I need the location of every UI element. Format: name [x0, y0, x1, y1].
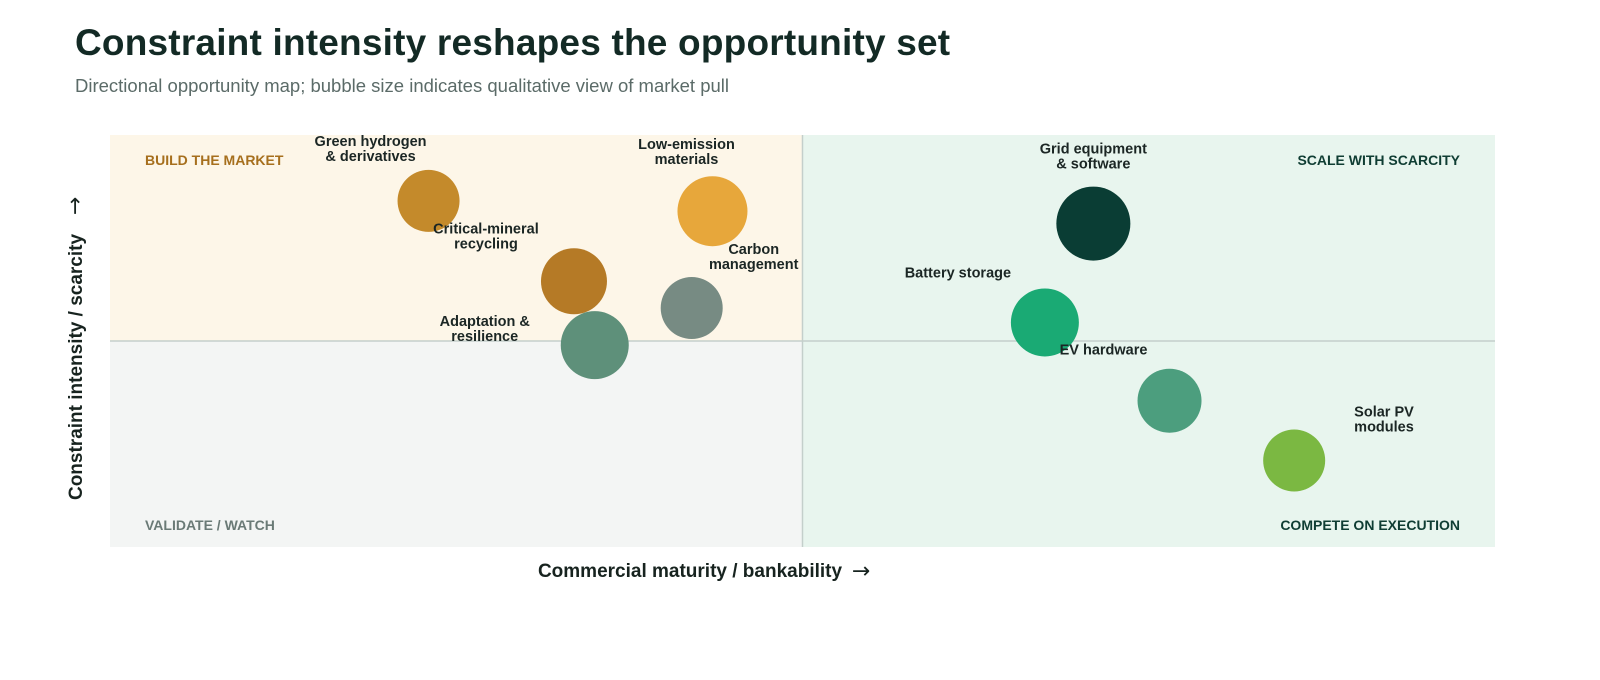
x-axis-title: Commercial maturity / bankability — [538, 561, 843, 582]
bubble-label-line: Adaptation & — [440, 314, 531, 330]
x-axis-arrow-icon: → — [852, 559, 870, 584]
bubble-point — [1010, 288, 1079, 357]
chart-subtitle: Directional opportunity map; bubble size… — [75, 75, 730, 96]
bubble-point — [560, 311, 629, 380]
bubble-point — [397, 169, 460, 232]
bubble-label-line: Low-emission — [638, 137, 735, 153]
bubble-label-line: management — [709, 257, 799, 273]
bubble-point — [1137, 368, 1202, 433]
bubble-label: Solar PV modules — [1354, 404, 1414, 435]
bubble-label-line: Green hydrogen — [315, 134, 427, 150]
bubble-point — [1056, 186, 1131, 261]
bubble-label: Low-emission materials — [638, 137, 735, 168]
bubble-label-line: EV hardware — [1060, 343, 1148, 359]
bubble-point — [677, 176, 748, 247]
y-axis-arrow-icon: → — [63, 197, 88, 215]
quadrant-bottom-left — [110, 341, 803, 547]
bubble-label-line: Grid equipment — [1040, 142, 1147, 158]
bubble-label-line: resilience — [451, 329, 518, 345]
y-axis-title: Constraint intensity / scarcity — [66, 234, 87, 501]
bubble-label-line: Carbon — [728, 242, 779, 258]
bubble-label-line: & derivatives — [325, 149, 415, 165]
quadrant-label-top-left: BUILD THE MARKET — [145, 152, 284, 168]
bubble-label: Green hydrogen & derivatives — [315, 134, 427, 165]
bubble-label: Battery storage — [905, 265, 1011, 281]
bubble-label: Carbon management — [709, 242, 799, 273]
bubble-label-line: materials — [655, 152, 719, 168]
quadrant-label-bottom-left: VALIDATE / WATCH — [145, 517, 275, 533]
quadrant-label-top-right: SCALE WITH SCARCITY — [1297, 152, 1460, 168]
bubble-label-line: & software — [1056, 157, 1130, 173]
bubble-label-line: Battery storage — [905, 265, 1011, 281]
chart-title: Constraint intensity reshapes the opport… — [75, 22, 951, 63]
bubble-label-line: recycling — [454, 236, 518, 252]
bubble-point — [1263, 429, 1326, 492]
bubble-point — [660, 277, 723, 340]
bubble-label-line: Critical-mineral — [433, 221, 539, 237]
bubble-label: Adaptation & resilience — [440, 314, 531, 345]
quadrant-top-right — [802, 135, 1495, 341]
bubble-label-line: modules — [1354, 419, 1414, 435]
bubble-point — [540, 248, 607, 315]
quadrant-label-bottom-right: COMPETE ON EXECUTION — [1280, 517, 1460, 533]
bubble-label-line: Solar PV — [1354, 404, 1414, 420]
bubble-label: EV hardware — [1060, 343, 1148, 359]
bubble-label: Grid equipment & software — [1040, 142, 1147, 173]
quadrant-bottom-right — [802, 341, 1495, 547]
bubble-label: Critical-mineral recycling — [433, 221, 539, 252]
